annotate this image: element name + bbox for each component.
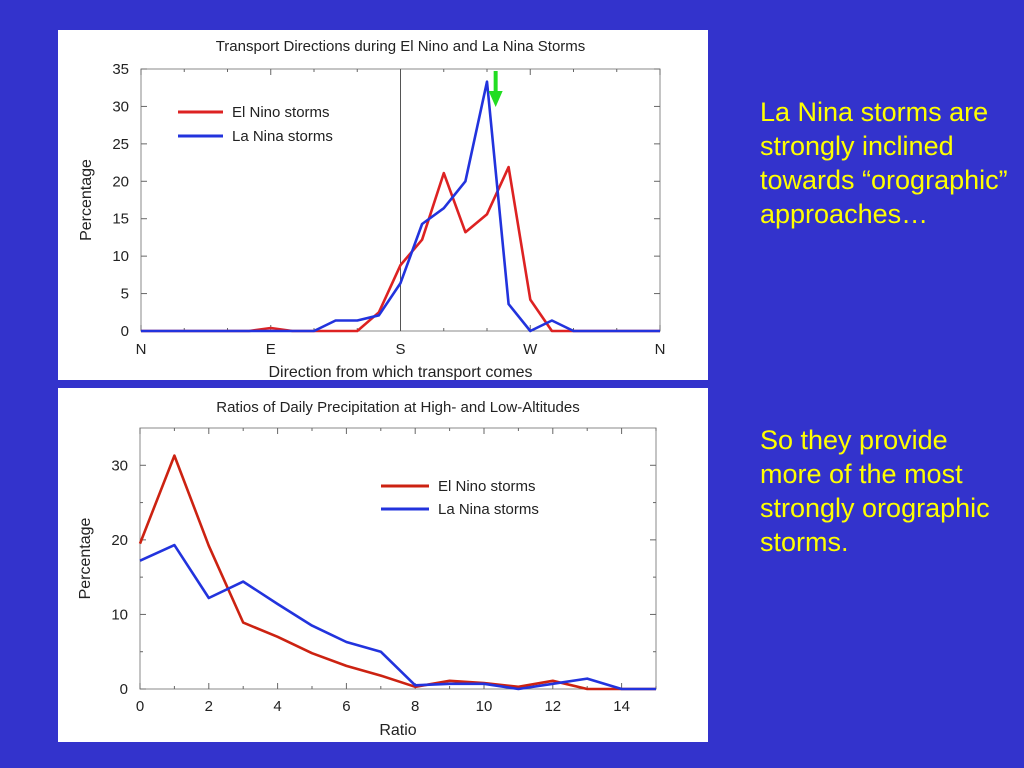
y-tick-label: 20 xyxy=(112,173,129,190)
x-tick-label: E xyxy=(266,341,276,358)
series-line-la-nina xyxy=(141,80,660,333)
slide-text-la-nina: La Nina storms are strongly inclined tow… xyxy=(760,97,1008,229)
x-tick-label: 12 xyxy=(544,698,561,715)
x-tick-label: 8 xyxy=(411,698,419,715)
legend-label-el-nino: El Nino storms xyxy=(232,104,330,121)
y-tick-label: 30 xyxy=(112,98,129,115)
y-tick-label: 10 xyxy=(111,606,128,623)
x-tick-label: W xyxy=(523,341,538,358)
chart-title: Transport Directions during El Nino and … xyxy=(216,38,586,55)
precipitation-ratio-chart: Ratios of Daily Precipitation at High- a… xyxy=(77,399,657,739)
y-tick-label: 35 xyxy=(112,61,129,78)
y-tick-label: 5 xyxy=(121,286,129,303)
x-tick-label: 10 xyxy=(476,698,493,715)
x-tick-label: N xyxy=(655,341,666,358)
x-tick-label: 6 xyxy=(342,698,350,715)
chart-panel-precipitation-ratios: Ratios of Daily Precipitation at High- a… xyxy=(58,388,708,742)
green-arrow-head xyxy=(488,91,503,107)
legend-label-la-nina: La Nina storms xyxy=(232,128,333,145)
x-tick-label: 14 xyxy=(613,698,630,715)
y-tick-label: 15 xyxy=(112,211,129,228)
transport-directions-chart: Transport Directions during El Nino and … xyxy=(78,38,666,380)
chart-title: Ratios of Daily Precipitation at High- a… xyxy=(216,399,580,416)
y-tick-label: 10 xyxy=(112,248,129,265)
plot-frame xyxy=(139,427,657,690)
chart-panel-transport-directions: Transport Directions during El Nino and … xyxy=(58,30,708,380)
x-tick-label: S xyxy=(395,341,405,358)
x-tick-label: 0 xyxy=(136,698,144,715)
y-tick-label: 20 xyxy=(111,532,128,549)
y-axis-label: Percentage xyxy=(77,517,94,599)
y-tick-label: 0 xyxy=(121,323,129,340)
y-axis-label: Percentage xyxy=(78,159,95,241)
legend-label-el-nino: El Nino storms xyxy=(438,478,536,495)
y-tick-label: 25 xyxy=(112,136,129,153)
y-tick-label: 0 xyxy=(120,681,128,698)
x-tick-label: N xyxy=(136,341,147,358)
slide-text-orographic: So they provide more of the most strongl… xyxy=(760,425,990,557)
x-tick-label: 2 xyxy=(205,698,213,715)
y-tick-label: 30 xyxy=(111,457,128,474)
x-axis-label: Direction from which transport comes xyxy=(268,364,532,380)
x-axis-label: Ratio xyxy=(379,722,416,739)
series-line-el-nino xyxy=(138,454,656,691)
legend-label-la-nina: La Nina storms xyxy=(438,501,539,518)
x-tick-label: 4 xyxy=(273,698,281,715)
series-line-la-nina xyxy=(139,543,656,691)
